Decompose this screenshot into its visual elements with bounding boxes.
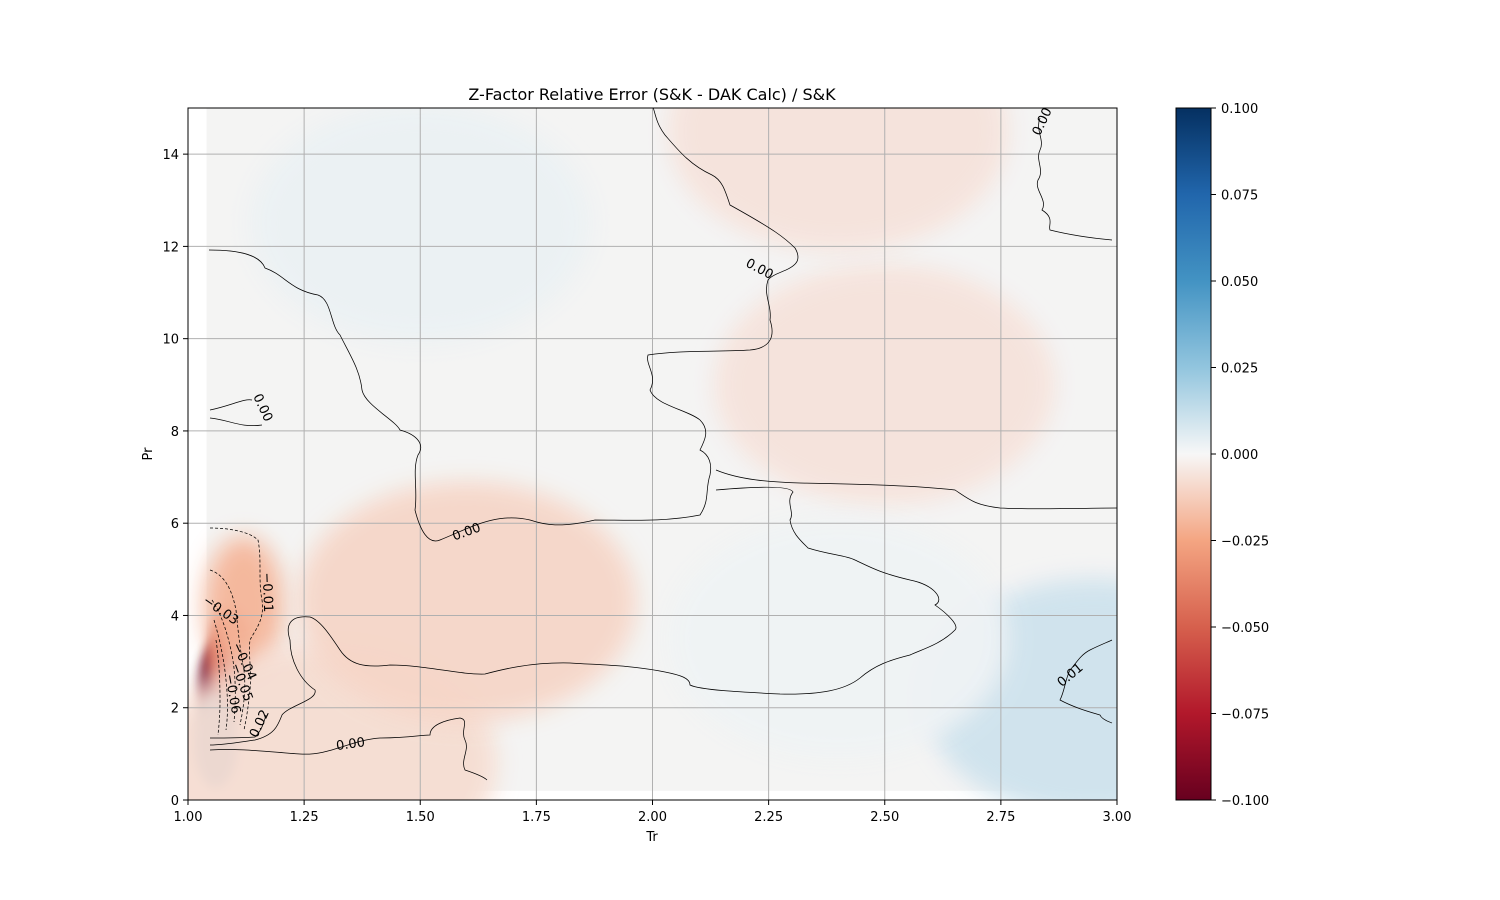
contour-neg-006 bbox=[215, 639, 221, 736]
plot-area: 0.000.000.000.000.000.01−0.01−0.03−0.04−… bbox=[187, 106, 1118, 801]
y-tick-label: 12 bbox=[162, 240, 179, 255]
contour-neg-004 bbox=[211, 599, 236, 723]
y-axis-ticks: 0 2 4 6 8 10 12 14 bbox=[162, 148, 188, 809]
x-tick-label: 1.25 bbox=[290, 810, 319, 825]
contour-zero-small-upper bbox=[209, 399, 253, 411]
chart-title: Z-Factor Relative Error (S&K - DAK Calc)… bbox=[468, 85, 836, 104]
contour-zero-right bbox=[715, 469, 1117, 510]
contour-zero-center bbox=[209, 486, 957, 746]
colorbar-tick-label: −0.050 bbox=[1221, 621, 1269, 636]
x-tick-label: 3.00 bbox=[1103, 810, 1132, 825]
colorbar-ticks: 0.100 0.075 0.050 0.025 0.000 −0.025 −0.050 −0.… bbox=[1211, 102, 1269, 809]
heatmap-region bbox=[668, 108, 1009, 252]
x-tick-label: 2.00 bbox=[638, 810, 667, 825]
x-tick-label: 2.25 bbox=[754, 810, 783, 825]
heatmap-region bbox=[296, 481, 637, 722]
heatmap-region bbox=[203, 536, 284, 677]
contour-neg-001 bbox=[209, 527, 263, 731]
x-tick-label: 1.00 bbox=[174, 810, 203, 825]
contour-zero-small-lower bbox=[209, 417, 263, 427]
contour-pos-001 bbox=[1059, 639, 1113, 724]
y-tick-label: 2 bbox=[171, 702, 179, 717]
colorbar-tick-label: 0.075 bbox=[1221, 189, 1258, 204]
colorbar-tick-label: 0.100 bbox=[1221, 102, 1258, 117]
contour-pos-002 bbox=[209, 714, 267, 739]
contour-neg-005 bbox=[213, 619, 228, 731]
contour-zero-top-right bbox=[1036, 117, 1113, 241]
y-tick-label: 14 bbox=[162, 148, 179, 163]
x-tick-label: 2.50 bbox=[870, 810, 899, 825]
y-tick-label: 0 bbox=[171, 794, 179, 809]
y-tick-label: 4 bbox=[171, 609, 179, 624]
x-axis-ticks: 1.00 1.25 1.50 1.75 2.00 2.25 2.50 2.75 3.00 bbox=[174, 800, 1132, 825]
contour-zero-bottom bbox=[209, 717, 488, 781]
contour-label: 0.00 bbox=[335, 735, 366, 754]
colorbar-tick-label: −0.075 bbox=[1221, 708, 1269, 723]
colorbar-tick-label: 0.025 bbox=[1221, 362, 1258, 377]
contour-lines bbox=[208, 108, 1117, 781]
grid-lines bbox=[188, 108, 1117, 800]
x-axis-label: Tr bbox=[645, 830, 658, 845]
colorbar-tick-label: 0.000 bbox=[1221, 448, 1258, 463]
x-tick-label: 1.50 bbox=[406, 810, 435, 825]
colorbar: 0.100 0.075 0.050 0.025 0.000 −0.025 −0.050 −0.… bbox=[1175, 102, 1269, 809]
x-tick-label: 2.75 bbox=[986, 810, 1015, 825]
colorbar-tick-label: −0.025 bbox=[1221, 535, 1269, 550]
y-tick-label: 8 bbox=[171, 425, 179, 440]
colorbar-tick-label: 0.050 bbox=[1221, 275, 1258, 290]
colorbar-gradient bbox=[1175, 107, 1212, 801]
contour-neg-003 bbox=[209, 569, 246, 726]
contour-label: −0.01 bbox=[259, 572, 275, 612]
y-tick-label: 6 bbox=[171, 517, 179, 532]
contour-label: −0.06 bbox=[221, 673, 243, 715]
contour-zero-upper-left bbox=[208, 108, 799, 542]
colorbar-tick-label: −0.100 bbox=[1221, 794, 1269, 809]
heatmap-region bbox=[668, 518, 1009, 759]
x-tick-label: 1.75 bbox=[522, 810, 551, 825]
y-axis-label: Pr bbox=[141, 447, 156, 461]
y-tick-label: 10 bbox=[162, 333, 179, 348]
